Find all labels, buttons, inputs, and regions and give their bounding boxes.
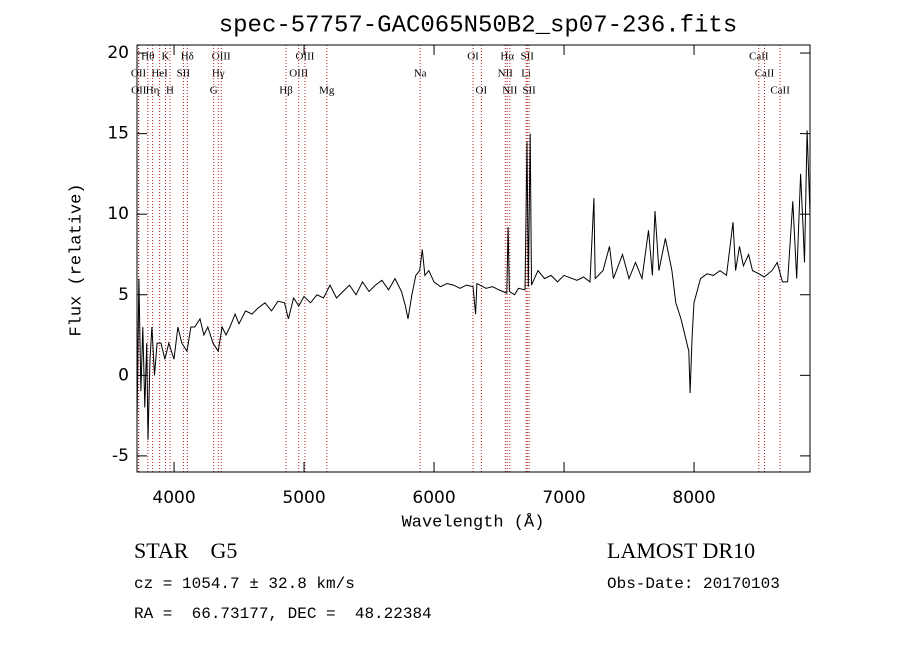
spectral-line-label: CaII — [755, 68, 775, 80]
spectrum-line — [136, 130, 811, 440]
survey-label: LAMOST DR10 — [607, 538, 755, 563]
x-axis-label: Wavelength (Å) — [402, 513, 545, 532]
y-tick-label: 10 — [107, 204, 129, 224]
spectral-line-label: Hγ — [212, 68, 225, 80]
spectral-line-label: OIII — [212, 51, 231, 63]
spectral-line-label: NII — [498, 68, 514, 80]
spectral-line-label: SII — [521, 51, 535, 63]
date-label: Obs-Date: 20170103 — [607, 575, 780, 593]
y-tick-label: 20 — [107, 43, 129, 63]
cz-label: cz = 1054.7 ± 32.8 km/s — [134, 575, 355, 593]
y-tick-label: 15 — [107, 124, 129, 144]
y-tick-label: 0 — [118, 365, 129, 385]
spectral-line-label: Hβ — [279, 85, 293, 97]
spectral-line-label: OIII — [289, 68, 308, 80]
spectral-line-label: Hη — [146, 85, 160, 97]
x-tick-label: 7000 — [542, 488, 585, 508]
spectral-line-label: Na — [414, 68, 427, 80]
spectral-line-label: HeI — [151, 68, 168, 80]
spectral-line-label: CaII — [749, 51, 769, 63]
x-tick-label: 5000 — [282, 488, 325, 508]
spectral-line-label: NII — [502, 85, 518, 97]
spectral-line-label: Hδ — [181, 51, 194, 63]
y-tick-label: -5 — [112, 446, 129, 466]
plot-frame — [136, 44, 811, 473]
spectral-line-label: OII — [131, 68, 147, 80]
spectral-line-label: Hα — [500, 51, 514, 63]
x-tick-label: 6000 — [412, 488, 455, 508]
x-tick-label: 8000 — [672, 488, 715, 508]
spectral-line-label: OII — [131, 85, 147, 97]
spectral-line-label: CaII — [770, 85, 790, 97]
chart-title: spec-57757-GAC065N50B2_sp07-236.fits — [219, 12, 737, 39]
x-tick-label: 4000 — [152, 488, 195, 508]
spectral-line-label: OIII — [295, 51, 314, 63]
spectral-line-label: Li — [521, 68, 531, 80]
spectral-line-label: OI — [476, 85, 488, 97]
spectral-line-label: Mg — [319, 85, 335, 97]
spectral-line-label: OI — [467, 51, 479, 63]
y-tick-label: 5 — [118, 285, 129, 305]
y-axis-label: Flux (relative) — [67, 183, 86, 336]
spectral-line-label: SII — [177, 68, 191, 80]
spectral-line-label: G — [210, 85, 218, 97]
spectral-line-label: H — [166, 85, 174, 97]
spectral-line-label: SII — [522, 85, 536, 97]
class-label: STAR G5 — [134, 538, 237, 563]
coords-label: RA = 66.73177, DEC = 48.22384 — [134, 605, 432, 623]
spectral-line-label: K — [161, 51, 169, 63]
